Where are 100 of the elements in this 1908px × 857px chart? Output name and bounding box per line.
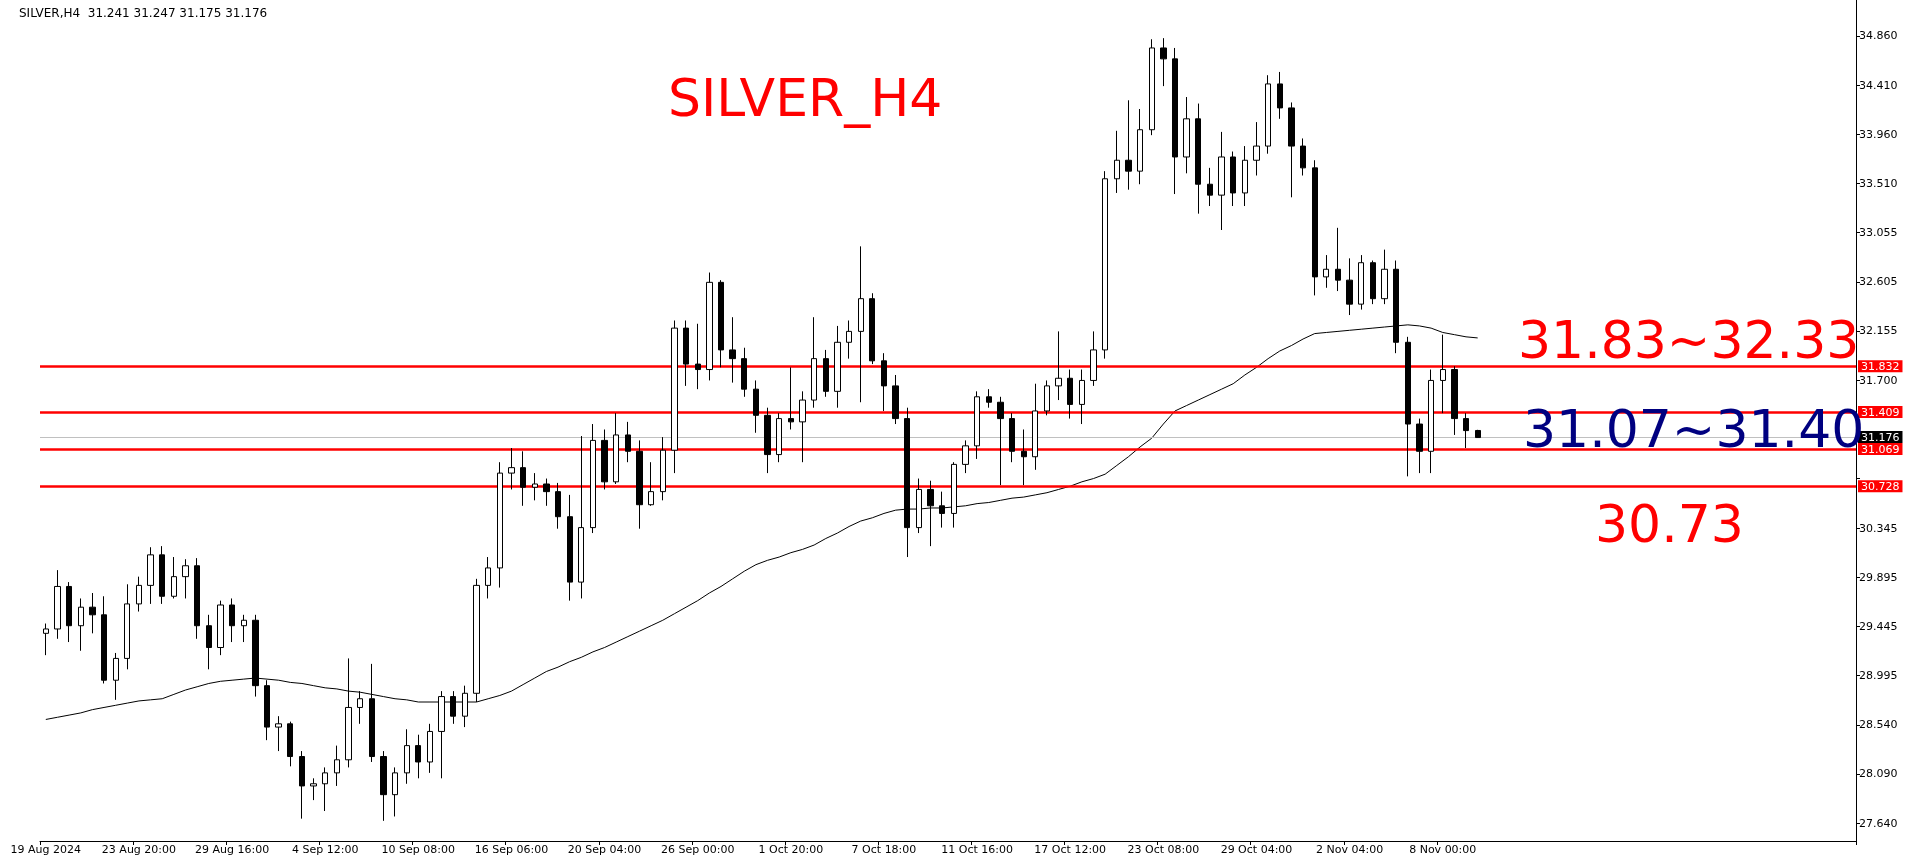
candlestick <box>229 597 235 643</box>
candlestick <box>1416 418 1423 474</box>
y-tick-label: 33.960 <box>1859 127 1898 141</box>
candlestick <box>322 766 328 812</box>
candlestick <box>1265 74 1271 155</box>
candlestick <box>1463 412 1469 449</box>
y-tick-label: 28.995 <box>1859 668 1898 682</box>
candlestick <box>427 723 433 774</box>
candlestick <box>415 734 421 779</box>
candlestick <box>1125 99 1132 191</box>
candlestick <box>590 423 596 534</box>
ref-line-label: 31.832 <box>1861 359 1900 373</box>
y-tick-label: 31.700 <box>1859 373 1898 387</box>
candlestick <box>1253 121 1260 176</box>
y-tick-label: 27.640 <box>1859 816 1898 830</box>
candlestick <box>101 595 107 684</box>
candlestick <box>1079 369 1085 425</box>
y-tick-label: 29.895 <box>1859 570 1898 584</box>
candlestick <box>729 316 736 384</box>
candlestick <box>508 447 515 490</box>
candlestick <box>497 461 503 589</box>
candlestick <box>1067 369 1073 420</box>
candlestick <box>997 396 1004 486</box>
candlestick <box>182 558 189 599</box>
candlestick <box>764 407 771 474</box>
candlestick <box>1300 137 1306 176</box>
candlestick <box>613 412 619 485</box>
x-tick-label: 2 Nov 04:00 <box>1316 843 1384 856</box>
candlestick <box>1055 330 1062 401</box>
candlestick <box>1172 47 1178 195</box>
candlestick <box>1207 167 1213 207</box>
x-tick-label: 11 Oct 16:00 <box>941 843 1013 856</box>
candlestick <box>962 439 969 474</box>
x-tick-label: 8 Nov 00:00 <box>1409 843 1477 856</box>
candlestick <box>1346 257 1353 316</box>
candlestick <box>159 545 165 605</box>
ref-line-label: 31.069 <box>1861 442 1900 456</box>
x-tick-label: 29 Aug 16:00 <box>194 843 270 856</box>
candlestick <box>858 245 864 403</box>
x-tick-label: 29 Oct 04:00 <box>1220 843 1293 856</box>
candlestick <box>1312 159 1318 296</box>
candlestick <box>799 390 806 463</box>
candlestick <box>1044 379 1050 416</box>
candlestick <box>753 379 759 434</box>
candlestick <box>1218 131 1225 231</box>
candlestick <box>1428 369 1434 474</box>
y-tick-label: 29.445 <box>1859 619 1898 633</box>
candlestick <box>54 569 61 640</box>
candlestick <box>1114 130 1120 194</box>
y-tick-label: 34.410 <box>1859 78 1898 92</box>
candlestick <box>625 421 631 463</box>
candlestick <box>1021 428 1027 486</box>
candlestick <box>89 592 96 634</box>
ref-line-label: 31.176 <box>1861 430 1900 444</box>
text: SILVER,H4 31.241 31.247 31.175 31.176 <box>19 6 268 20</box>
candlestick <box>241 614 247 643</box>
x-tick-label: 23 Aug 20:00 <box>101 843 177 856</box>
x-tick-label: 20 Sep 04:00 <box>567 843 642 856</box>
candlestick <box>1277 71 1283 120</box>
candlestick <box>1370 260 1376 305</box>
candlestick <box>683 319 689 387</box>
candlestick <box>706 272 713 381</box>
candlestick <box>986 388 992 409</box>
y-tick-label: 28.090 <box>1859 767 1898 781</box>
candlestick <box>846 319 852 360</box>
candlestick <box>43 623 49 656</box>
y-tick-label: 28.540 <box>1859 718 1898 732</box>
y-tick-label: 34.860 <box>1859 29 1898 43</box>
candlestick <box>578 435 584 599</box>
candlestick <box>892 374 899 425</box>
candlestick <box>939 491 945 529</box>
candlestick <box>1090 330 1097 387</box>
candlestick <box>1358 254 1364 311</box>
candlestick <box>1195 103 1201 215</box>
candlestick <box>741 347 747 398</box>
candlestick <box>788 366 794 430</box>
candlestick <box>1475 429 1481 439</box>
x-tick-label: 7 Oct 18:00 <box>851 843 917 856</box>
candlestick <box>1149 38 1155 136</box>
candlestick <box>1242 145 1248 207</box>
x-tick-label: 16 Sep 06:00 <box>474 843 549 856</box>
candlestick <box>1032 383 1038 471</box>
candlestick <box>275 715 282 752</box>
candlestick <box>217 600 224 656</box>
candlestick <box>392 766 398 817</box>
candlestick <box>252 614 259 698</box>
candlestick <box>601 428 608 490</box>
candlestick <box>1335 227 1341 292</box>
candlestick <box>555 482 561 530</box>
candlestick <box>287 721 293 767</box>
candlestick <box>66 581 72 643</box>
candlestick <box>567 494 573 602</box>
candlestick <box>1451 365 1458 436</box>
candlestick <box>78 597 84 652</box>
x-tick-label: 4 Sep 12:00 <box>291 843 359 856</box>
candlestick <box>1137 108 1143 185</box>
candlestick <box>1405 336 1411 477</box>
x-tick-label: 23 Oct 08:00 <box>1127 843 1200 856</box>
candlestick <box>543 478 550 507</box>
y-tick-label: 33.055 <box>1859 226 1898 240</box>
